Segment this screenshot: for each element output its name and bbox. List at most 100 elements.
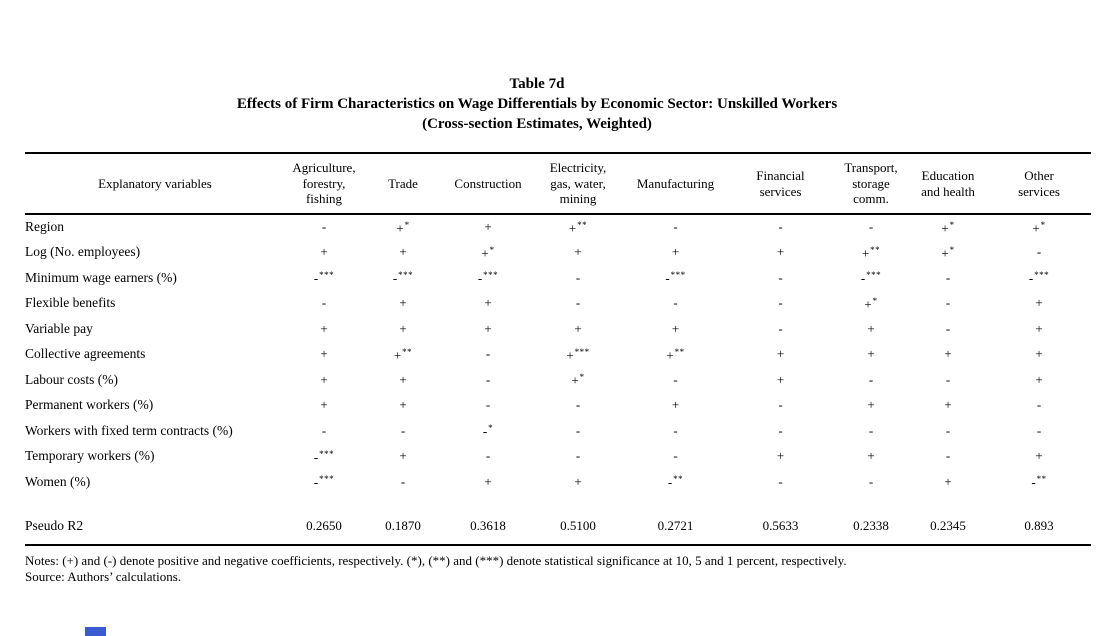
coef-cell: + — [623, 393, 728, 419]
coef-cell: + — [533, 469, 623, 495]
col-header: Transport, storage comm. — [833, 153, 909, 214]
coef-sign: + — [320, 397, 328, 413]
coef-cell: - — [443, 444, 533, 470]
row-label: Collective agreements — [25, 346, 146, 362]
coef-sign: - — [673, 422, 678, 438]
table-row: Permanent workers (%) + + - - + - + + - — [25, 393, 1091, 419]
coef-cell: + — [987, 444, 1091, 470]
coef-sign: + — [671, 244, 680, 260]
coef-cell: - — [285, 418, 363, 444]
significance-stars: *** — [319, 448, 335, 459]
coef-sign: + — [776, 371, 785, 387]
coef-cell: - — [623, 444, 728, 470]
col-header: Financial services — [728, 153, 833, 214]
coef-sign: - — [400, 473, 406, 489]
coef-sign: + — [399, 295, 407, 311]
significance-stars: *** — [483, 270, 499, 281]
coef-cell: + — [623, 316, 728, 342]
coef-sign: - — [860, 270, 866, 286]
coef-sign: + — [861, 244, 870, 260]
significance-stars: * — [404, 219, 410, 230]
col-header-text: Other services — [1018, 168, 1060, 199]
coef-sign: + — [574, 473, 582, 489]
coef-cell: + — [909, 393, 987, 419]
significance-stars: ** — [402, 346, 413, 357]
coef-sign: + — [484, 320, 492, 336]
coef-cell: -*** — [285, 469, 363, 495]
coef-sign: - — [673, 295, 678, 311]
coef-cell: - — [728, 265, 833, 291]
coef-cell: - — [909, 316, 987, 342]
significance-stars: * — [872, 295, 878, 306]
coef-cell: + — [833, 316, 909, 342]
coef-sign: + — [574, 320, 582, 336]
coef-cell: + — [987, 316, 1091, 342]
coef-cell: - — [443, 342, 533, 368]
coef-sign: + — [571, 372, 579, 388]
coef-cell: - — [533, 265, 623, 291]
pseudo-r2-value: 0.1870 — [385, 518, 421, 533]
coef-cell: - — [728, 418, 833, 444]
coef-sign: - — [945, 422, 951, 438]
pseudo-r2-value: 0.2721 — [657, 518, 694, 533]
table-row: Temporary workers (%) -*** + - - - + + - + — [25, 444, 1091, 470]
table-row: Women (%) -*** - + + -** - - + -** — [25, 469, 1091, 495]
col-header: Manufacturing — [623, 153, 728, 214]
coef-cell: +* — [533, 367, 623, 393]
coef-cell: +* — [443, 240, 533, 266]
row-header-label: Explanatory variables — [25, 153, 285, 214]
coef-cell: - — [987, 240, 1091, 266]
coef-sign: - — [321, 422, 327, 438]
coef-sign: - — [778, 320, 783, 336]
significance-stars: *** — [670, 270, 686, 281]
coef-sign: + — [568, 219, 577, 235]
coef-cell: - — [443, 393, 533, 419]
row-label: Variable pay — [25, 320, 93, 336]
coef-cell: + — [728, 240, 833, 266]
coef-cell: - — [623, 367, 728, 393]
coef-cell: + — [285, 316, 363, 342]
significance-stars: ** — [1036, 474, 1047, 485]
coef-cell: + — [909, 342, 987, 368]
source-line: Source: Authors’ calculations. — [25, 569, 182, 584]
coef-cell: - — [833, 469, 909, 495]
coef-cell: +** — [533, 214, 623, 240]
coef-sign: + — [944, 346, 952, 362]
coef-cell: - — [909, 265, 987, 291]
results-table: Explanatory variables Agriculture, forest… — [25, 152, 1091, 546]
coef-cell: +* — [909, 240, 987, 266]
col-header-text: Explanatory variables — [98, 175, 212, 191]
coef-sign: + — [320, 320, 328, 336]
coef-cell: + — [987, 367, 1091, 393]
coef-cell: +* — [833, 291, 909, 317]
coef-sign: - — [945, 269, 951, 285]
coef-cell: + — [987, 291, 1091, 317]
significance-stars: * — [1040, 219, 1046, 230]
col-header-text: Financial services — [756, 168, 805, 199]
coef-cell: - — [363, 469, 443, 495]
coef-cell: + — [285, 393, 363, 419]
coef-cell: - — [623, 291, 728, 317]
col-header-text: Education and health — [921, 168, 975, 199]
pseudo-r2-value: 0.2650 — [306, 518, 342, 533]
col-header-text: Manufacturing — [636, 175, 715, 191]
coef-sign: - — [1036, 422, 1042, 438]
coef-cell: + — [728, 342, 833, 368]
coef-sign: - — [485, 371, 491, 387]
significance-stars: * — [489, 244, 495, 255]
coef-sign: - — [485, 346, 491, 362]
coef-cell: +* — [909, 214, 987, 240]
header-row: Explanatory variables Agriculture, forest… — [25, 153, 1091, 214]
significance-stars: * — [579, 372, 585, 383]
coef-sign: - — [945, 295, 951, 311]
coef-cell: + — [443, 291, 533, 317]
row-label: Workers with fixed term contracts (%) — [25, 422, 233, 438]
coef-cell: + — [728, 367, 833, 393]
coef-cell: - — [909, 418, 987, 444]
coef-cell: -*** — [833, 265, 909, 291]
coef-cell: - — [833, 214, 909, 240]
col-header-text: Electricity, gas, water, mining — [549, 160, 607, 207]
coef-cell: + — [728, 444, 833, 470]
coef-sign: - — [868, 371, 874, 387]
